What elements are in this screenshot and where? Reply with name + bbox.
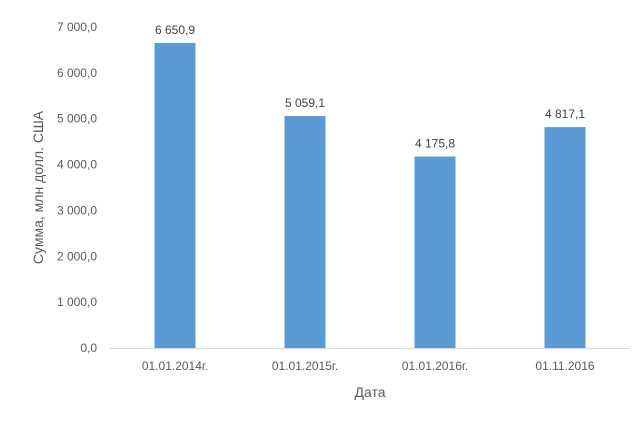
y-axis-title: Сумма, млн долл. США — [30, 110, 46, 264]
y-tick-label: 5 000,0 — [57, 112, 97, 126]
bar — [544, 127, 586, 348]
data-label: 5 059,1 — [285, 96, 325, 110]
x-tick-label: 01.01.2016г. — [402, 359, 468, 373]
bars — [154, 43, 586, 349]
x-tick-label: 01.11.2016 — [535, 359, 594, 373]
data-labels: 6 650,9 5 059,1 4 175,8 4 817,1 — [155, 23, 585, 151]
bar — [414, 156, 456, 348]
data-label: 4 817,1 — [545, 107, 585, 121]
y-tick-label: 4 000,0 — [57, 158, 97, 172]
y-tick-label: 1 000,0 — [57, 295, 97, 309]
y-tick-label: 6 000,0 — [57, 66, 97, 80]
data-label: 6 650,9 — [155, 23, 195, 37]
y-tick-label: 3 000,0 — [57, 203, 97, 217]
y-tick-label: 7 000,0 — [57, 20, 97, 34]
y-tick-label: 0,0 — [80, 341, 97, 355]
x-axis-ticks: 01.01.2014г. 01.01.2015г. 01.01.2016г. 01.1… — [142, 359, 595, 373]
bar — [284, 116, 326, 349]
data-label: 4 175,8 — [415, 137, 455, 151]
x-tick-label: 01.01.2015г. — [272, 359, 338, 373]
y-axis-ticks: 0,0 1 000,0 2 000,0 3 000,0 4 000,0 5 000,0 6 … — [57, 20, 97, 355]
x-axis-title: Дата — [354, 384, 385, 400]
x-tick-label: 01.01.2014г. — [142, 359, 208, 373]
bar — [154, 43, 196, 348]
y-tick-label: 2 000,0 — [57, 249, 97, 263]
